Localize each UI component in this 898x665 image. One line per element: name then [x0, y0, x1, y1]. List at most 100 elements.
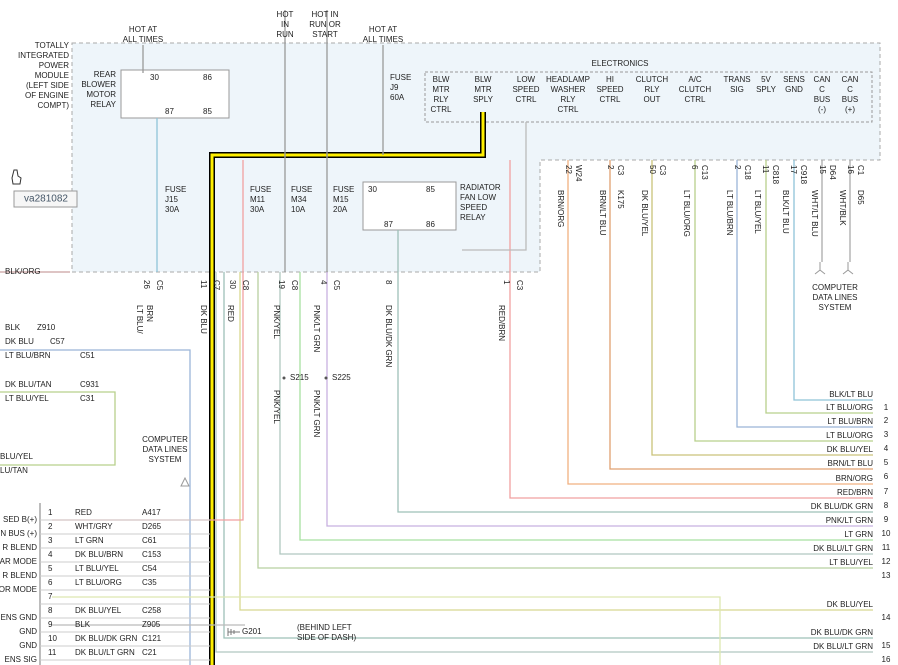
row-circuit: C121: [142, 634, 162, 643]
connector-pin: 15: [818, 165, 827, 174]
wire-color: BRN/ORG: [556, 190, 565, 227]
connector-pin: C5: [155, 280, 164, 291]
right-wire-color: DK BLU/LT GRN: [813, 642, 873, 651]
electronics-pin: CTRL: [685, 95, 706, 104]
wire-color: LT BLU/BRN: [725, 190, 734, 236]
connector-pin: C8: [241, 280, 250, 291]
row-color: BLK: [75, 620, 91, 629]
row-color: LT BLU/ORG: [75, 578, 122, 587]
electronics-pin: CTRL: [600, 95, 621, 104]
wire: [52, 596, 721, 665]
row-circuit: Z905: [142, 620, 161, 629]
electronics-pin: HI: [606, 75, 614, 84]
row-circuit: C54: [142, 564, 157, 573]
row-color: DK BLU/DK GRN: [75, 634, 137, 643]
splice: S225: [332, 373, 351, 382]
electronics-pin: BLW: [433, 75, 450, 84]
electronics-pin: BUS: [814, 95, 830, 104]
right-wire-color: LT BLU/BRN: [828, 417, 874, 426]
electronics-pin: SPLY: [756, 85, 777, 94]
relay-pin: 30: [368, 185, 377, 194]
ground-note: (BEHIND LEFT: [297, 623, 352, 632]
left-wire-circuit: C31: [80, 394, 95, 403]
tag: va281082: [24, 194, 68, 205]
connector-code: D64: [828, 165, 837, 180]
ground-id: G201: [242, 627, 262, 636]
right-wire-pin: 3: [884, 430, 889, 439]
fuse-label: M11: [250, 195, 266, 204]
relay-label: RELAY: [90, 100, 116, 109]
row-name: AR MODE: [0, 557, 37, 566]
fuse-label: 60A: [390, 93, 405, 102]
wire: [0, 391, 116, 466]
tag-box: [13, 190, 78, 208]
electronics-pin: TRANS: [723, 75, 750, 84]
right-wire-color: DK BLU/YEL: [827, 600, 874, 609]
electronics-pin: SIG: [730, 85, 744, 94]
connector-pin: C8: [290, 280, 299, 291]
wire-color: PNK/YEL: [272, 390, 281, 424]
row-circuit: D265: [142, 522, 162, 531]
fuse-label: FUSE: [165, 185, 186, 194]
fuse-label: FUSE: [390, 73, 411, 82]
left-wire-color: LT BLU/BRN: [5, 351, 51, 360]
right-wire-pin: 15: [882, 641, 891, 650]
electronics-pin: CLUTCH: [679, 85, 712, 94]
fuse-label: M15: [333, 195, 349, 204]
ground-note: SIDE OF DASH): [297, 633, 356, 642]
data-lines-label: COMPUTER: [142, 435, 188, 444]
right-wire-pin: 5: [884, 458, 889, 467]
connector-pin: 16: [846, 165, 855, 174]
right-wire-color: DK BLU/DK GRN: [811, 628, 873, 637]
connector-pin: 22: [564, 165, 573, 174]
electronics-pin: BLW: [475, 75, 492, 84]
row-circuit: C61: [142, 536, 157, 545]
electronics-title: ELECTRONICS: [592, 59, 649, 68]
arrows: [180, 262, 854, 487]
connector-code: C18: [743, 165, 752, 180]
connector-code: D65: [856, 190, 865, 205]
wire-color: BRN/LT BLU: [598, 190, 607, 236]
right-wire-pin: 7: [884, 487, 889, 496]
relay-pin: 85: [203, 107, 212, 116]
wire: [609, 160, 873, 470]
right-wire-color: BRN/ORG: [836, 474, 873, 483]
fuse-label: M34: [291, 195, 307, 204]
row-color: DK BLU/BRN: [75, 550, 123, 559]
connector-pin: C3: [515, 280, 524, 291]
fuse-label: FUSE: [333, 185, 354, 194]
splice: S215: [290, 373, 309, 382]
right-wire-pin: 14: [882, 613, 891, 622]
connector-pin: 2: [733, 165, 742, 170]
wire: [215, 272, 873, 653]
connector-pin: 19: [277, 280, 286, 289]
top-label: HOT IN: [312, 10, 339, 19]
wire: [765, 160, 873, 414]
left-wire-circuit: C931: [80, 380, 100, 389]
left-wire-circuit: C57: [50, 337, 65, 346]
wire: [462, 122, 527, 251]
wire-color: PNK/LT GRN: [312, 390, 321, 437]
row-name: N BUS (+): [0, 529, 37, 538]
right-wire-color: LT BLU/ORG: [826, 431, 873, 440]
wire: [0, 349, 191, 665]
row-name: GND: [19, 641, 37, 650]
wire-color: BRN: [145, 305, 154, 322]
relay-pin: 87: [165, 107, 174, 116]
rear-relay-box: [120, 69, 230, 119]
left-wire-color: BLU/YEL: [0, 452, 33, 461]
electronics-pin: RLY: [645, 85, 661, 94]
right-wire-pin: 12: [882, 557, 891, 566]
electronics-pin: CTRL: [516, 95, 537, 104]
electronics-pin: WASHER: [551, 85, 586, 94]
connector-pin: 11: [761, 165, 770, 174]
connector-pin: 30: [228, 280, 237, 289]
electronics-pin: LOW: [517, 75, 536, 84]
electronics-pin: MTR: [474, 85, 492, 94]
connector-pin: 26: [142, 280, 151, 289]
connector-code: C3: [616, 165, 625, 176]
connector-code: K175: [616, 190, 625, 209]
row-circuit: C21: [142, 648, 157, 657]
electronics-pin: (+): [845, 105, 855, 114]
